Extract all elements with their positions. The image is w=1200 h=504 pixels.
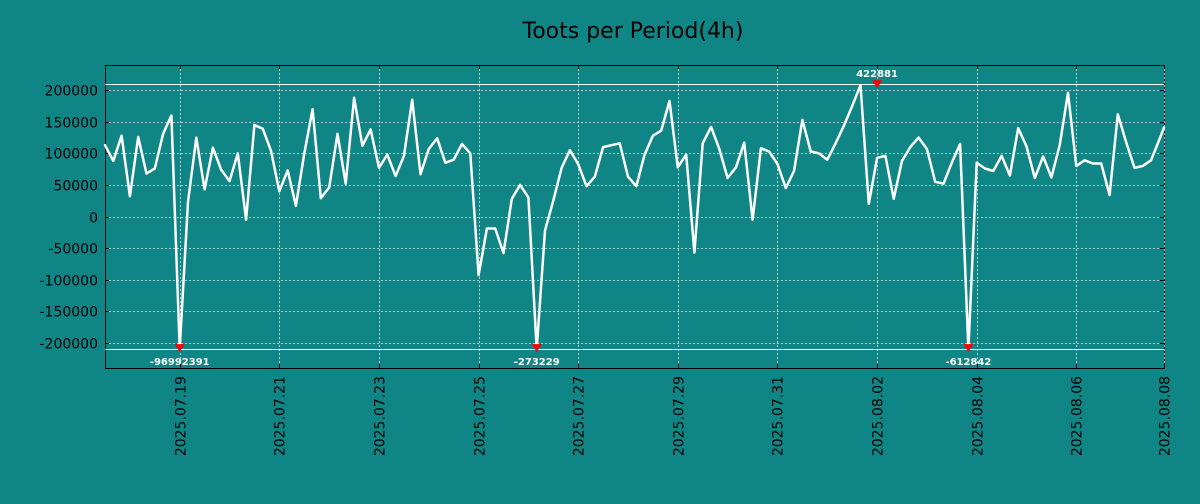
x-tick-label: 2025.07.31 [771,376,787,456]
extremum-marker [531,344,542,353]
reference-lines [105,84,1164,350]
x-tick-label: 2025.08.08 [1158,376,1174,456]
y-tick-label: -150000 [40,305,99,321]
y-tick-label: -200000 [40,337,99,353]
extremum-label: -612842 [945,357,991,368]
x-tick-label: 2025.07.19 [174,376,190,456]
extremum-marker [963,344,974,353]
extremum-label: -273229 [514,357,560,368]
y-tick-label: 50000 [53,179,98,195]
x-tick-label: 2025.07.27 [572,376,588,456]
series-layer [103,83,1166,351]
x-tick-label: 2025.08.04 [971,376,987,456]
x-tick-label: 2025.08.06 [1070,376,1086,456]
y-tick-label: 0 [89,211,98,227]
x-tick-label: 2025.08.02 [871,376,887,456]
x-tick-label: 2025.07.23 [373,376,389,456]
extremum-marker [174,344,185,353]
x-tick-label: 2025.07.29 [672,376,688,456]
x-axis: 2025.07.19 2025.07.21 2025.07.23 2025.07.25… [174,65,1174,456]
series-line [103,83,1166,351]
chart-title: Toots per Period(4h) [522,19,744,44]
grid-lines [105,65,1165,368]
y-tick-label: -100000 [40,274,99,290]
extremum-label: -96992391 [150,357,210,368]
y-tick-label: 200000 [45,84,98,100]
y-axis: -200000 -150000 -100000 -50000 0 50000 100000 1… [40,84,1164,353]
extremum-marker [872,80,883,89]
y-tick-label: 100000 [45,147,98,163]
x-tick-label: 2025.07.25 [473,376,489,456]
plot-area [105,65,1165,369]
annotations: -96992391 -273229 422881 -612842 [150,69,992,368]
x-tick-label: 2025.07.21 [273,376,289,456]
y-tick-label: 150000 [45,116,98,132]
extremum-label: 422881 [856,69,898,80]
y-tick-label: -50000 [48,242,98,258]
